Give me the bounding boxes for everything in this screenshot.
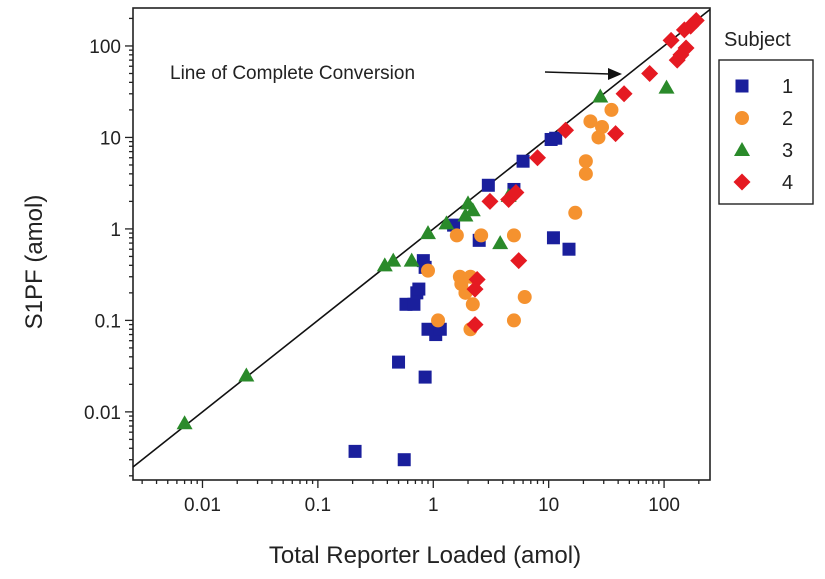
point-subject-4: [615, 85, 633, 103]
point-subject-1: [348, 444, 362, 458]
x-tick-label: 0.1: [305, 495, 331, 516]
legend-label-4: 4: [782, 172, 793, 194]
point-subject-4: [468, 270, 486, 288]
point-subject-3: [492, 235, 509, 250]
point-subject-3: [238, 367, 255, 382]
point-subject-3: [176, 415, 193, 430]
point-subject-4: [677, 39, 695, 57]
y-axis-title: S1PF (amol): [21, 195, 48, 330]
legend-label-3: 3: [782, 140, 793, 162]
point-subject-1: [412, 282, 426, 296]
y-tick-label: 1: [110, 220, 121, 241]
x-tick-label: 1: [428, 495, 439, 516]
x-tick-label: 10: [538, 495, 559, 516]
y-tick-label: 0.1: [95, 311, 121, 332]
y-tick-label: 0.01: [84, 403, 121, 424]
point-subject-2: [449, 228, 464, 243]
point-subject-3: [658, 79, 675, 94]
x-tick-label: 0.01: [184, 495, 221, 516]
point-subject-2: [568, 205, 583, 220]
legend-marker-1: [735, 79, 749, 93]
y-tick-label: 10: [100, 128, 121, 149]
point-subject-1: [549, 131, 563, 145]
point-subject-1: [397, 453, 411, 467]
legend-title: Subject: [724, 29, 791, 51]
point-subject-3: [464, 202, 481, 217]
legend-marker-4: [733, 173, 751, 191]
point-subject-4: [528, 149, 546, 167]
point-subject-4: [510, 252, 528, 270]
legend-marker-3: [734, 142, 750, 156]
point-subject-2: [474, 228, 489, 243]
point-subject-1: [516, 154, 530, 168]
reference-line-group: Line of Complete Conversion: [170, 63, 622, 84]
point-subject-2: [420, 263, 435, 278]
point-subject-1: [392, 355, 406, 369]
x-tick-label: 100: [648, 495, 680, 516]
x-axis-title: Total Reporter Loaded (amol): [269, 542, 581, 569]
point-subject-2: [604, 102, 619, 117]
point-subject-2: [578, 154, 593, 169]
point-subject-4: [641, 64, 659, 82]
point-subject-1: [418, 370, 432, 384]
point-subject-4: [662, 31, 680, 49]
point-subject-3: [419, 225, 436, 240]
point-subject-3: [592, 88, 609, 103]
point-subject-4: [507, 184, 525, 202]
point-subject-4: [481, 192, 499, 210]
point-subject-2: [465, 297, 480, 312]
point-subject-2: [578, 166, 593, 181]
point-subject-4: [687, 11, 705, 29]
point-subject-1: [481, 178, 495, 192]
point-subject-2: [583, 114, 598, 129]
legend-box: [718, 59, 814, 205]
point-subject-3: [457, 207, 474, 222]
data-points: [176, 11, 705, 467]
point-subject-3: [376, 257, 393, 272]
reference-line-label: Line of Complete Conversion: [170, 63, 415, 84]
legend-label-2: 2: [782, 108, 793, 130]
legend-label-1: 1: [782, 76, 793, 98]
legend: 1 2 3 4: [718, 59, 814, 205]
point-subject-3: [385, 252, 402, 267]
annotation-arrow-line: [544, 71, 611, 75]
point-subject-1: [407, 297, 421, 311]
point-subject-2: [506, 313, 521, 328]
point-subject-3: [438, 215, 455, 230]
point-subject-4: [607, 125, 625, 143]
point-subject-2: [595, 120, 610, 135]
legend-marker-2: [735, 111, 749, 125]
point-subject-2: [431, 313, 446, 328]
point-subject-1: [546, 231, 560, 245]
point-subject-2: [517, 290, 532, 305]
point-subject-4: [557, 121, 575, 139]
point-subject-4: [466, 316, 484, 334]
point-subject-3: [403, 252, 420, 267]
axis-ticks: 0.01 0.1 1 10 100 0.01 0.1 1 10 100: [84, 17, 700, 516]
y-tick-label: 100: [89, 37, 121, 58]
point-subject-2: [506, 228, 521, 243]
point-subject-1: [562, 242, 576, 256]
annotation-arrow-head: [608, 68, 622, 80]
